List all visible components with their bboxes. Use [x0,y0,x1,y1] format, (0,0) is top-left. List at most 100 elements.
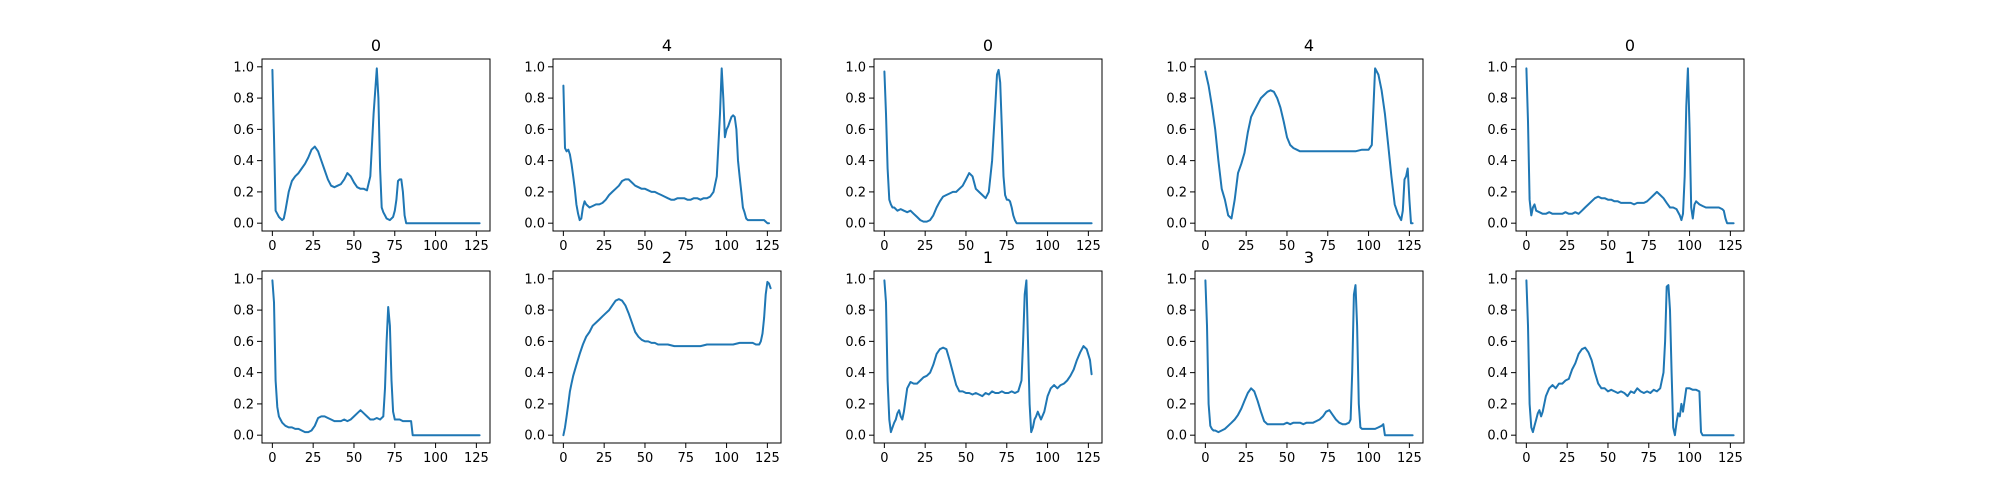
x-tick-label: 75 [677,451,694,466]
x-tick-label: 25 [917,451,934,466]
subplot-0: 0 0 25 50 75 100 125 0.0 0.2 0.4 0.6 0.8 1.0 [233,36,491,254]
x-tick-label: 25 [305,451,322,466]
x-tick-label: 0 [1522,451,1530,466]
y-tick-label: 1.0 [1487,272,1508,287]
x-tick-label: 100 [423,451,448,466]
axes-frame [873,270,1103,444]
axes-frame [261,58,491,232]
x-tick-label: 50 [637,451,654,466]
x-tick-label: 100 [1356,239,1381,254]
x-tick-label: 125 [755,451,780,466]
x-tick-label: 125 [464,451,489,466]
y-tick-label: 0.8 [1487,304,1508,319]
y-tick-label: 0.4 [233,366,254,381]
y-tick-label: 0.8 [524,304,545,319]
subplot-title: 3 [371,248,381,267]
x-tick-label: 25 [1559,451,1576,466]
subplot-title: 4 [1304,36,1314,55]
axes-frame [552,270,782,444]
subplot-title: 0 [371,36,381,55]
y-tick-label: 0.6 [233,335,254,350]
y-tick-label: 0.8 [233,304,254,319]
x-tick-label: 100 [714,239,739,254]
x-tick-label: 100 [1035,239,1060,254]
y-tick-label: 0.8 [845,92,866,107]
y-tick-label: 0.2 [1166,185,1187,200]
series-line [562,280,772,437]
subplot-title: 0 [1625,36,1635,55]
y-tick-label: 0.6 [845,335,866,350]
x-tick-label: 125 [1076,451,1101,466]
x-tick-label: 125 [1076,239,1101,254]
axes-frame [552,58,782,232]
x-tick-label: 75 [998,239,1015,254]
y-tick-label: 0.0 [524,217,545,232]
y-tick-label: 0.8 [845,304,866,319]
x-tick-label: 0 [268,451,276,466]
subplot-title: 2 [662,248,672,267]
y-tick-label: 0.4 [524,154,545,169]
x-tick-label: 50 [958,239,975,254]
y-tick-label: 0.0 [524,429,545,444]
series-line [1525,279,1735,437]
y-tick-label: 1.0 [1166,272,1187,287]
x-tick-label: 100 [423,239,448,254]
y-tick-label: 1.0 [524,60,545,75]
y-tick-label: 0.0 [845,429,866,444]
y-tick-label: 0.4 [524,366,545,381]
y-tick-label: 0.0 [233,429,254,444]
x-tick-label: 0 [880,239,888,254]
subplot-title: 1 [1625,248,1635,267]
x-tick-label: 75 [1319,451,1336,466]
axes-frame [261,270,491,444]
x-tick-label: 50 [637,239,654,254]
x-tick-label: 50 [346,451,363,466]
subplot-title: 3 [1304,248,1314,267]
x-tick-label: 125 [755,239,780,254]
y-tick-label: 0.2 [1487,397,1508,412]
series-line [1204,279,1414,437]
series-line [883,279,1093,434]
y-tick-label: 0.8 [524,92,545,107]
x-tick-label: 75 [1319,239,1336,254]
y-tick-label: 0.0 [1487,217,1508,232]
x-tick-label: 50 [1279,239,1296,254]
x-tick-label: 125 [1718,451,1743,466]
y-tick-label: 0.0 [233,217,254,232]
x-tick-label: 125 [1397,239,1422,254]
series-line [1525,67,1735,225]
subplot-8: 3 0 25 50 75 100 125 0.0 0.2 0.4 0.6 0.8 1.0 [1166,248,1424,466]
subplot-6: 2 0 25 50 75 100 125 0.0 0.2 0.4 0.6 0.8 1.0 [524,248,782,466]
y-tick-label: 0.0 [1166,217,1187,232]
y-tick-label: 0.2 [524,185,545,200]
y-tick-label: 0.4 [1487,154,1508,169]
axes-frame [1194,58,1424,232]
y-tick-label: 0.6 [524,335,545,350]
y-tick-label: 0.4 [845,154,866,169]
axes-frame [1515,58,1745,232]
subplot-2: 0 0 25 50 75 100 125 0.0 0.2 0.4 0.6 0.8 1.0 [845,36,1103,254]
subplot-9: 1 0 25 50 75 100 125 0.0 0.2 0.4 0.6 0.8 1.0 [1487,248,1745,466]
x-tick-label: 25 [1238,239,1255,254]
y-tick-label: 0.8 [1166,304,1187,319]
x-tick-label: 125 [1397,451,1422,466]
subplot-title: 4 [662,36,672,55]
x-tick-label: 75 [677,239,694,254]
y-tick-label: 1.0 [233,60,254,75]
y-tick-label: 0.2 [524,397,545,412]
x-tick-label: 100 [714,451,739,466]
axes-frame [1194,270,1424,444]
subplot-title: 1 [983,248,993,267]
y-tick-label: 0.6 [845,123,866,138]
x-tick-label: 50 [1279,451,1296,466]
x-tick-label: 25 [1559,239,1576,254]
subplot-3: 4 0 25 50 75 100 125 0.0 0.2 0.4 0.6 0.8 1.0 [1166,36,1424,254]
x-tick-label: 125 [1718,239,1743,254]
x-tick-label: 100 [1356,451,1381,466]
x-tick-label: 125 [464,239,489,254]
y-tick-label: 1.0 [845,272,866,287]
y-tick-label: 0.4 [233,154,254,169]
y-tick-label: 1.0 [233,272,254,287]
x-tick-label: 75 [386,451,403,466]
